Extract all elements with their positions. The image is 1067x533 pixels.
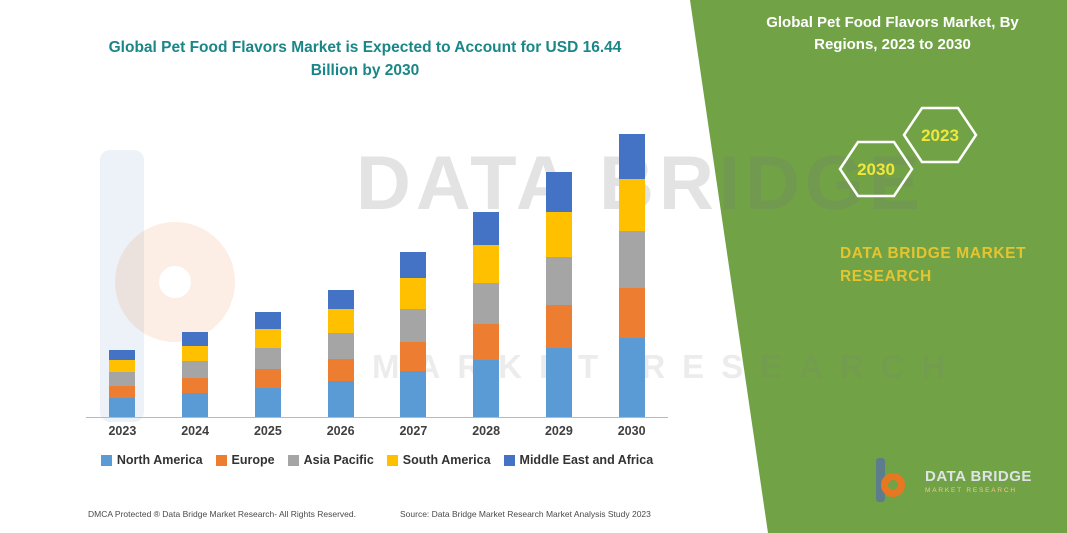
- hexagon-2023-outline: [902, 106, 978, 164]
- bar-segment: [109, 398, 136, 417]
- bar-segment: [182, 378, 209, 393]
- bar-segment: [182, 393, 209, 417]
- bar-stack-2027: [400, 252, 427, 417]
- x-tick-2028: 2028: [472, 424, 501, 438]
- logo-text: DATA BRIDGE MARKET RESEARCH: [925, 468, 1032, 494]
- bar-segment: [254, 329, 281, 348]
- bar-segment: [545, 257, 572, 305]
- bar-stack-2028: [473, 212, 500, 417]
- bar-segment: [327, 381, 354, 417]
- bar-segment: [182, 346, 209, 361]
- chart-title: Global Pet Food Flavors Market is Expect…: [108, 39, 622, 80]
- brand-text: DATA BRIDGE MARKET RESEARCH: [840, 242, 1026, 289]
- bar-segment: [109, 372, 136, 386]
- bar-segment: [109, 360, 136, 372]
- bar-segment: [327, 333, 354, 359]
- databridge-logo-icon: [876, 458, 916, 504]
- bar-segment: [400, 371, 427, 417]
- logo-stem: [876, 458, 885, 502]
- bar-segment: [400, 342, 427, 371]
- x-tick-2029: 2029: [544, 424, 573, 438]
- stacked-bar-chart: 2023 2024 2025 2026 2027 2028 2029 2030 North A…: [86, 128, 668, 467]
- bar-segment: [473, 324, 500, 360]
- badge-2023-label: 2023: [921, 126, 959, 145]
- bar-stack-2026: [327, 290, 354, 417]
- legend-item: Middle East and Africa: [503, 453, 654, 467]
- x-tick-2027: 2027: [399, 424, 428, 438]
- legend-swatch: [503, 454, 515, 466]
- bar-segment: [400, 252, 427, 278]
- x-axis-labels: 2023 2024 2025 2026 2027 2028 2029 2030: [86, 424, 668, 438]
- legend-label: South America: [402, 453, 491, 467]
- bar-segment: [473, 283, 500, 324]
- bar-segment: [400, 278, 427, 309]
- bar-segment: [182, 332, 209, 346]
- bar-stack-2029: [545, 172, 572, 417]
- x-tick-2026: 2026: [326, 424, 355, 438]
- bar-segment: [545, 212, 572, 257]
- x-tick-2023: 2023: [108, 424, 137, 438]
- bar-segment: [618, 134, 645, 179]
- watermark-marketresearch-text: MARKET RESEARCH: [372, 348, 963, 385]
- legend-item: South America: [386, 453, 491, 467]
- chart-legend: North America Europe Asia Pacific South Ame…: [86, 453, 668, 467]
- bar-segment: [400, 309, 427, 342]
- legend-swatch: [386, 454, 398, 466]
- bar-segment: [618, 338, 645, 417]
- x-tick-2025: 2025: [253, 424, 282, 438]
- footer-source: Source: Data Bridge Market Research Mark…: [400, 509, 651, 519]
- bar-segment: [254, 369, 281, 388]
- legend-item: North America: [100, 453, 203, 467]
- bar-segment: [473, 360, 500, 417]
- legend-swatch: [287, 454, 299, 466]
- badge-2030-label: 2030: [857, 160, 895, 179]
- bar-segment: [254, 348, 281, 369]
- footer-dmca: DMCA Protected ® Data Bridge Market Rese…: [88, 509, 356, 519]
- bar-segment: [109, 386, 136, 398]
- legend-swatch: [100, 454, 112, 466]
- logo-subtext: MARKET RESEARCH: [925, 487, 1017, 494]
- bar-stack-2023: [109, 350, 136, 417]
- x-tick-2024: 2024: [181, 424, 210, 438]
- bar-segment: [109, 350, 136, 360]
- year-badges: 2023 2030: [838, 106, 978, 198]
- bar-segment: [327, 309, 354, 333]
- hexagon-2030-outline: [838, 140, 914, 198]
- bar-segment: [327, 359, 354, 381]
- bar-stack-2024: [182, 332, 209, 417]
- panel-title: Global Pet Food Flavors Market, By Regio…: [766, 14, 1019, 53]
- legend-item: Europe: [215, 453, 275, 467]
- bar-stack-2025: [254, 312, 281, 417]
- bar-segment: [473, 212, 500, 245]
- bar-segment: [254, 388, 281, 417]
- bar-segment: [618, 179, 645, 231]
- bar-segment: [182, 361, 209, 378]
- bar-segment: [618, 288, 645, 338]
- bar-segment: [545, 348, 572, 417]
- bar-stack-2030: [618, 134, 645, 417]
- legend-item: Asia Pacific: [287, 453, 374, 467]
- brand-line1: DATA BRIDGE MARKET: [840, 245, 1027, 262]
- bar-segment: [545, 172, 572, 212]
- bar-segment: [618, 231, 645, 288]
- logo-ring: [881, 473, 905, 497]
- bar-segment: [473, 245, 500, 283]
- brand-line2: RESEARCH: [840, 268, 932, 286]
- plot-area: [86, 128, 668, 418]
- logo-name: DATA BRIDGE: [925, 468, 1032, 485]
- legend-label: North America: [116, 453, 203, 467]
- databridge-logo: DATA BRIDGE MARKET RESEARCH: [876, 458, 1032, 504]
- legend-label: Europe: [231, 453, 275, 467]
- x-tick-2030: 2030: [617, 424, 646, 438]
- legend-label: Asia Pacific: [303, 453, 374, 467]
- legend-label: Middle East and Africa: [519, 453, 654, 467]
- legend-swatch: [215, 454, 227, 466]
- bar-segment: [254, 312, 281, 329]
- bar-segment: [327, 290, 354, 309]
- bar-segment: [545, 305, 572, 348]
